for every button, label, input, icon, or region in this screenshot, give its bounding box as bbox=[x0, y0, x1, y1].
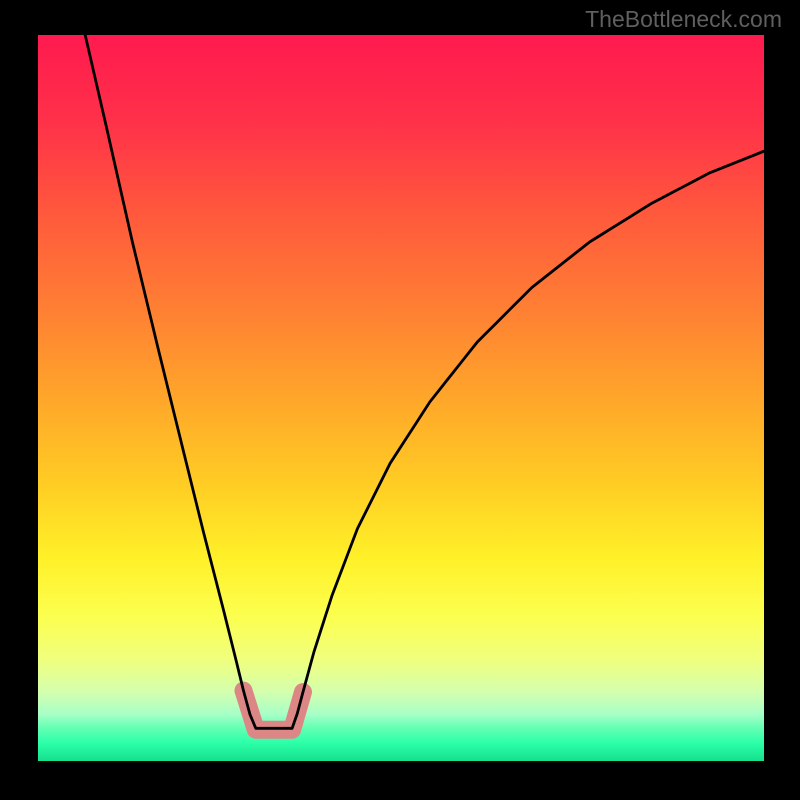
chart-svg bbox=[0, 0, 800, 800]
plot-background-gradient bbox=[38, 35, 764, 761]
watermark-text: TheBottleneck.com bbox=[585, 6, 782, 33]
chart-root: TheBottleneck.com bbox=[0, 0, 800, 800]
